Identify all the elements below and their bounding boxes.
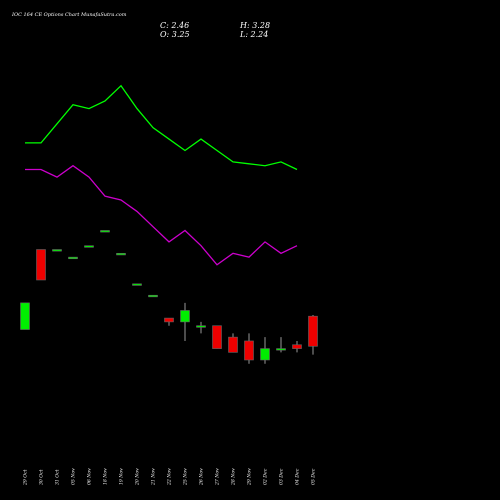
candle-body [244, 340, 254, 361]
x-tick-label: 29 Oct [23, 469, 29, 486]
close-readout: C: 2.46 [160, 21, 189, 30]
candle-body [180, 310, 190, 323]
x-tick-label: 05 Nov [71, 468, 77, 485]
line-series-group [25, 84, 298, 266]
candle-body [276, 348, 286, 351]
candle-body [116, 253, 126, 256]
candle-body [292, 344, 302, 349]
x-tick-label: 26 Nov [199, 468, 205, 486]
x-tick-label: 31 Oct [55, 469, 61, 485]
candle-body [308, 315, 318, 347]
candle-body [132, 283, 142, 286]
x-tick-label: 27 Nov [215, 468, 221, 486]
candles-group [20, 230, 318, 364]
candle-body [148, 294, 158, 298]
candle-body [164, 317, 174, 323]
line-series-1 [25, 84, 298, 171]
candle-body [260, 348, 270, 361]
x-tick-label: 30 Oct [39, 469, 45, 485]
chart-title: IOC 164 CE Options Chart MunafaSutra.com [11, 12, 127, 18]
candle-body [52, 249, 62, 252]
open-readout: O: 3.25 [160, 30, 190, 39]
high-readout: H: 3.28 [239, 21, 270, 30]
x-tick-label: 18 Nov [103, 468, 109, 485]
candle-body [212, 325, 222, 349]
candle-body [196, 325, 206, 328]
x-tick-label: 28 Nov [231, 468, 237, 486]
x-tick-label: 20 Nov [135, 468, 141, 486]
x-tick-label: 19 Nov [119, 468, 125, 485]
x-tick-label: 06 Nov [87, 468, 93, 485]
x-tick-label: 05 Dec [311, 468, 317, 485]
x-tick-label: 22 Nov [167, 468, 173, 486]
x-tick-label: 02 Dec [263, 468, 269, 485]
candle-body [20, 302, 30, 330]
x-axis-ticks: 29 Oct 30 Oct 31 Oct 05 Nov 06 Nov 18 Nov 19 N… [23, 468, 317, 486]
candle-body [84, 245, 94, 248]
x-tick-label: 04 Dec [295, 468, 301, 485]
candle-body [228, 336, 238, 353]
low-readout: L: 2.24 [239, 30, 268, 39]
candle-body [68, 256, 78, 260]
x-tick-label: 29 Nov [247, 468, 253, 486]
candle-body [100, 230, 110, 233]
x-tick-label: 21 Nov [151, 468, 157, 486]
x-tick-label: 03 Dec [279, 468, 285, 485]
candle-body [36, 249, 46, 281]
x-tick-label: 25 Nov [183, 468, 189, 486]
line-series-2 [25, 164, 298, 266]
